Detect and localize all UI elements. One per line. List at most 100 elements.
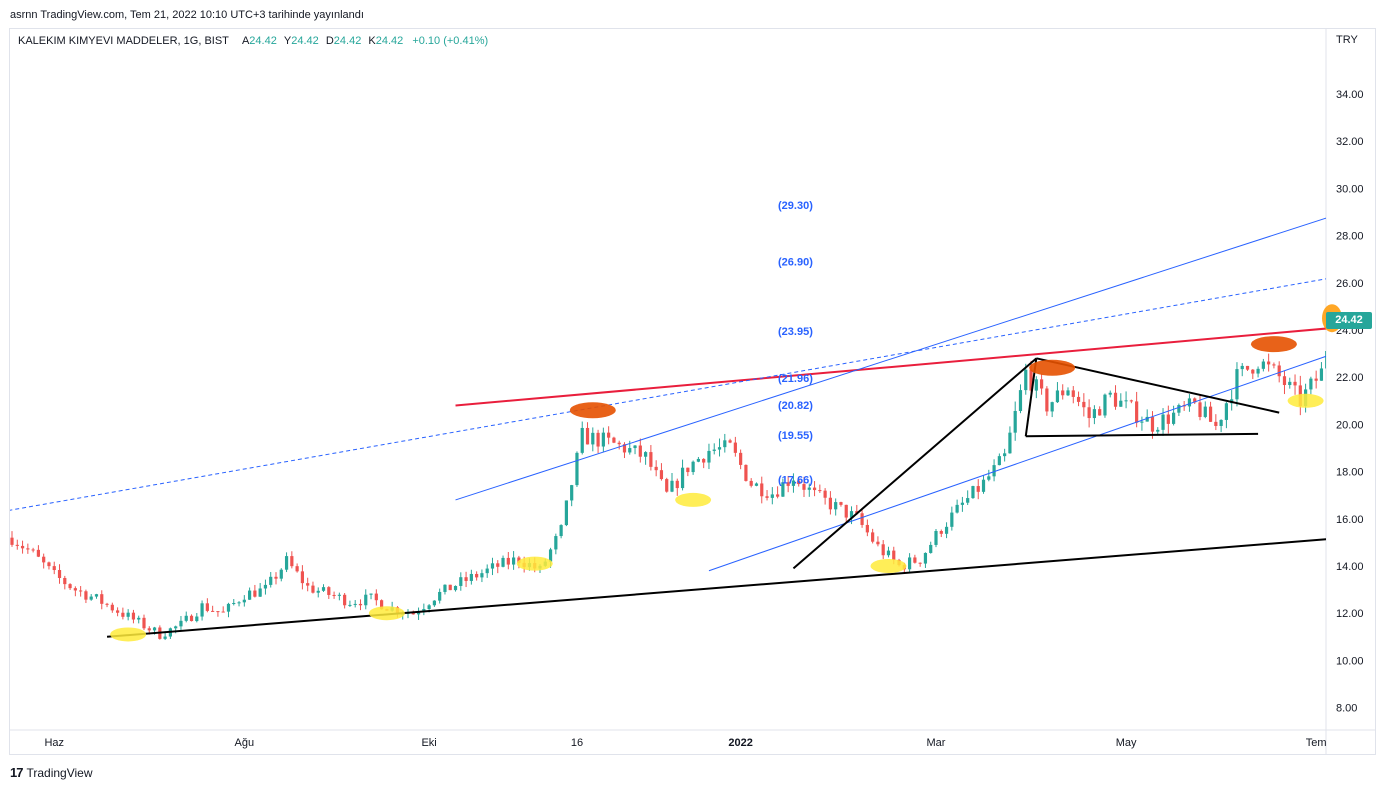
bottom-marker[interactable] [368, 606, 405, 621]
candle-down [855, 511, 859, 514]
candle-down [585, 427, 590, 445]
candle-up [321, 587, 326, 591]
chart-frame[interactable] [9, 28, 1376, 755]
candle-up [480, 573, 484, 578]
level-label: (23.95) [778, 326, 813, 338]
candle-down [818, 490, 822, 492]
candle-down [1314, 378, 1318, 381]
level-label: (17.66) [778, 475, 813, 487]
symbol-name[interactable]: KALEKIM KIMYEVI MADDELER, 1G, BIST [18, 35, 229, 47]
candle-down [274, 576, 278, 579]
candle-down [1193, 398, 1197, 403]
close-label: K [368, 35, 376, 47]
x-tick-label: Ağu [235, 737, 255, 749]
candle-up [1092, 409, 1096, 419]
candle-down [327, 587, 331, 595]
candle-down [306, 583, 310, 586]
candle-down [654, 466, 658, 471]
pattern-line[interactable] [792, 357, 1037, 570]
candle-up [1050, 402, 1054, 412]
y-tick-label: 20.00 [1336, 419, 1364, 431]
candle-up [369, 593, 373, 595]
candle-down [332, 594, 336, 596]
trendline-channel-upper[interactable] [455, 35, 1386, 501]
candle-down [121, 612, 125, 617]
candle-up [501, 557, 505, 567]
low-value: 24.42 [333, 35, 362, 47]
candle-down [295, 566, 299, 572]
y-tick-label: 14.00 [1336, 561, 1364, 573]
candle-up [1124, 400, 1128, 402]
trendline-support[interactable] [106, 455, 1386, 638]
tradingview-logo-icon: 17 [10, 765, 24, 780]
candle-up [1309, 378, 1313, 390]
candle-down [253, 590, 257, 597]
candle-down [976, 486, 980, 492]
level-label: (26.90) [778, 257, 813, 269]
candle-up [770, 494, 774, 498]
candle-up [258, 588, 262, 597]
candle-up [950, 512, 954, 527]
candle-up [960, 502, 964, 505]
symbol-legend: KALEKIM KIMYEVI MADDELER, 1G, BIST A24.4… [18, 35, 488, 47]
y-tick-label: 22.00 [1336, 372, 1364, 384]
y-tick-label: 34.00 [1336, 89, 1364, 101]
candle-up [1055, 390, 1060, 403]
candle-down [913, 557, 917, 563]
candle-up [1119, 400, 1123, 407]
bottom-marker[interactable] [870, 559, 907, 573]
bottom-marker[interactable] [110, 627, 147, 642]
candle-down [47, 562, 51, 567]
candle-down [1150, 416, 1155, 432]
candle-down [311, 585, 315, 593]
top-marker[interactable] [1250, 336, 1297, 353]
pattern-line[interactable] [1036, 357, 1280, 414]
candle-down [42, 556, 46, 563]
candle-down [1098, 409, 1102, 416]
candle-up [459, 577, 463, 586]
top-marker[interactable] [569, 402, 616, 419]
y-tick-label: 16.00 [1336, 514, 1364, 526]
candle-up [126, 612, 130, 617]
candle-up [512, 557, 516, 565]
level-label: (19.55) [778, 430, 813, 442]
candle-up [955, 504, 959, 513]
candle-up [1103, 394, 1107, 416]
candle-up [1172, 412, 1176, 424]
candle-up [886, 550, 891, 556]
candle-up [195, 616, 199, 622]
candle-down [765, 496, 769, 498]
candle-down [221, 611, 225, 613]
trendline-channel-lower[interactable] [708, 35, 1386, 572]
top-marker[interactable] [1029, 359, 1076, 376]
candle-up [1003, 453, 1007, 457]
candle-down [786, 482, 790, 486]
candle-up [364, 594, 368, 606]
bottom-marker[interactable] [516, 556, 553, 571]
candle-up [849, 511, 854, 518]
candle-up [564, 500, 568, 526]
candle-up [575, 452, 579, 486]
candle-up [1066, 390, 1070, 396]
x-tick-label: Haz [44, 737, 64, 749]
pattern-line[interactable] [1025, 432, 1259, 438]
candle-up [934, 531, 938, 545]
y-tick-label: 18.00 [1336, 467, 1364, 479]
trendline-dashed-upper[interactable] [1, 94, 1386, 512]
brand-name: TradingView [26, 765, 93, 780]
bottom-marker[interactable] [1287, 393, 1324, 408]
candle-up [1145, 416, 1149, 422]
currency-label[interactable]: TRY [1336, 34, 1358, 46]
candle-up [923, 552, 928, 564]
candle-up [548, 549, 553, 562]
candle-down [823, 490, 827, 498]
candle-up [1156, 429, 1160, 432]
candle-down [744, 464, 748, 481]
candle-down [871, 532, 875, 542]
bottom-marker[interactable] [675, 492, 712, 507]
footer-brand[interactable]: 17 TradingView [10, 765, 93, 780]
trendline-resistance[interactable] [455, 236, 1386, 407]
candle-up [232, 602, 236, 604]
candle-up [997, 456, 1001, 466]
